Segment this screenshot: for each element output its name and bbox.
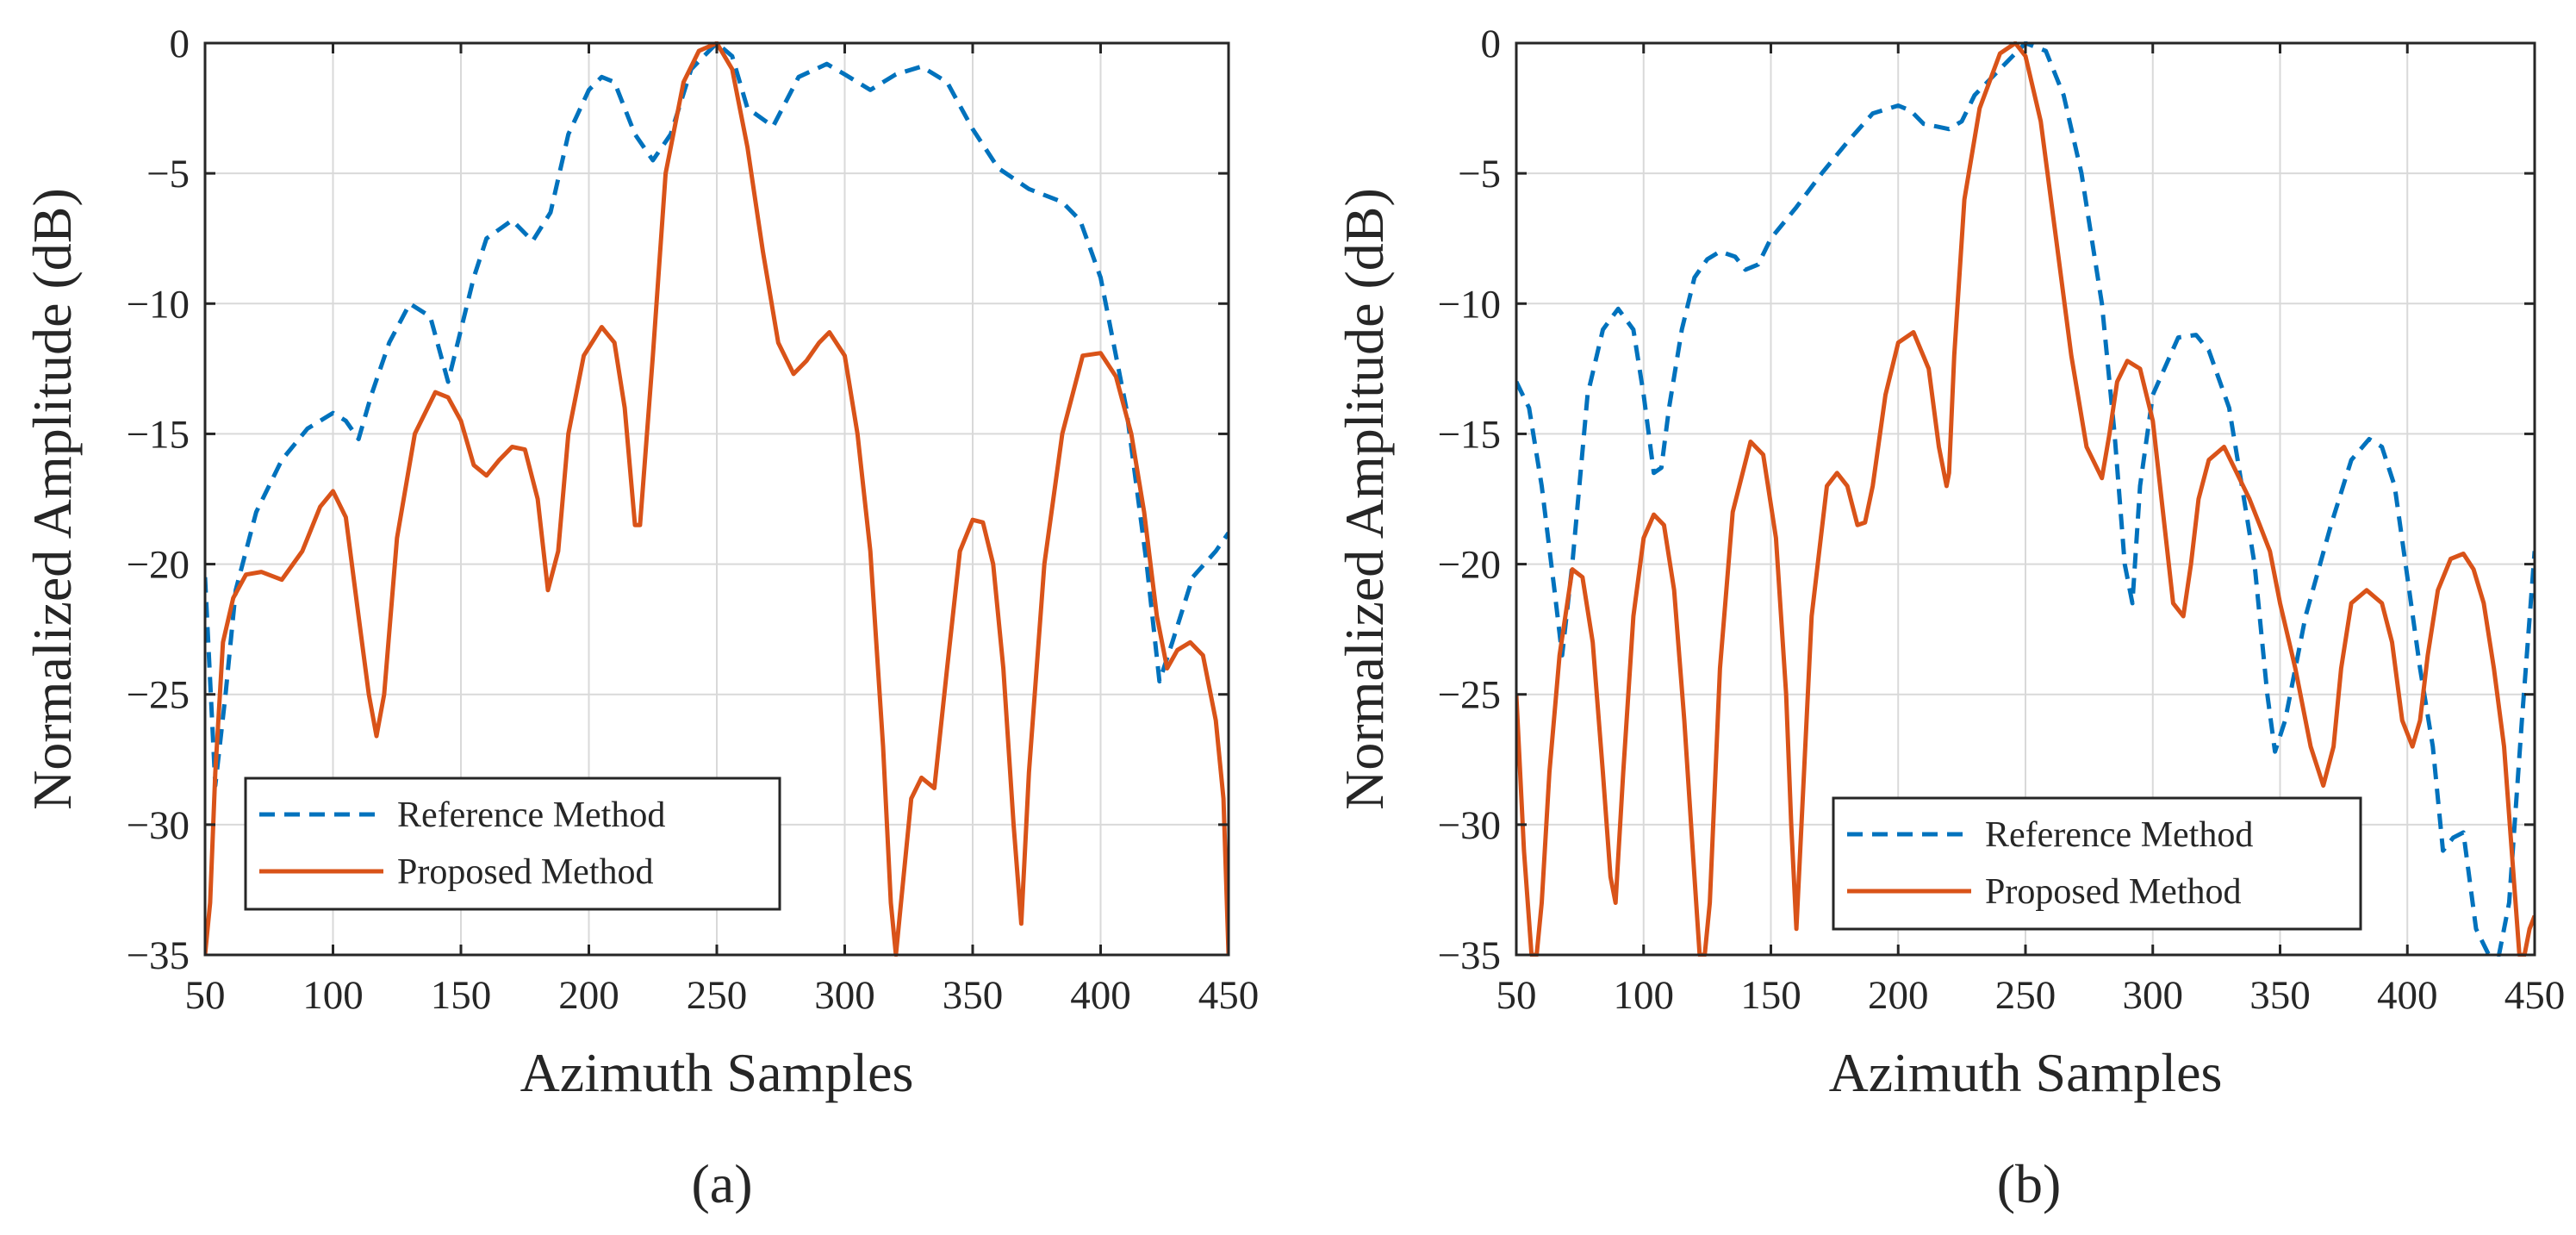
x-tick-label: 250	[687, 973, 748, 1018]
x-tick-label: 150	[431, 973, 492, 1018]
legend-label: Reference Method	[397, 795, 665, 835]
x-tick-label: 200	[1868, 973, 1929, 1018]
x-tick-label: 450	[2504, 973, 2566, 1018]
legend-box	[244, 777, 781, 911]
series-line-reference-method	[205, 41, 1229, 788]
legend-label: Reference Method	[1985, 815, 2253, 855]
x-tick-label: 100	[1614, 973, 1675, 1018]
legend-label: Proposed Method	[397, 852, 654, 892]
x-tick-label: 200	[558, 973, 619, 1018]
series-line-reference-method	[1516, 41, 2535, 957]
x-tick-label: 300	[814, 973, 875, 1018]
y-tick-label: 0	[1481, 22, 1502, 66]
panel-a: 50 100 150 200 250 300 350 400 450 0 −5 −10 −15 −20 −2…	[22, 22, 1259, 1214]
panel-b: 50 100 150 200 250 300 350 400 450 0 −5 −10 −15 −20 −2…	[1334, 22, 2565, 1214]
x-tick-label: 400	[1070, 973, 1131, 1018]
series-line-proposed-method	[1516, 41, 2535, 957]
y-tick-label: −5	[146, 152, 190, 196]
x-tick-label: 350	[2249, 973, 2311, 1018]
legend-box	[1832, 796, 2362, 931]
x-axis-label: Azimuth Samples	[1829, 1042, 2223, 1103]
x-tick-label: 350	[943, 973, 1004, 1018]
y-tick-label: −15	[1437, 412, 1501, 457]
panel-label: (b)	[1997, 1153, 2062, 1214]
y-tick-label: −30	[126, 803, 190, 848]
y-axis-label: Normalized Amplitude (dB)	[1334, 188, 1395, 810]
x-tick-label: 300	[2123, 973, 2184, 1018]
y-tick-label: −10	[126, 282, 190, 327]
y-tick-label: −20	[1437, 543, 1501, 588]
y-axis-label: Normalized Amplitude (dB)	[22, 188, 83, 810]
legend: Reference Method Proposed Method	[1832, 796, 2362, 931]
y-tick-label: −25	[126, 673, 190, 718]
y-tick-label: −25	[1437, 673, 1501, 718]
legend-label: Proposed Method	[1985, 872, 2242, 912]
panel-label: (a)	[691, 1153, 752, 1214]
x-tick-label: 250	[1995, 973, 2056, 1018]
y-tick-label: −15	[126, 412, 190, 457]
x-tick-label: 50	[185, 973, 226, 1018]
y-tick-label: −30	[1437, 803, 1501, 848]
y-tick-label: 0	[170, 22, 190, 66]
y-tick-label: −35	[126, 933, 190, 978]
y-tick-label: −35	[1437, 933, 1501, 978]
x-tick-label: 150	[1740, 973, 1801, 1018]
y-tick-label: −5	[1458, 152, 1501, 196]
x-tick-label: 50	[1496, 973, 1537, 1018]
legend: Reference Method Proposed Method	[244, 777, 781, 911]
x-axis-label: Azimuth Samples	[520, 1042, 914, 1103]
series-line-proposed-method	[205, 41, 1229, 957]
x-tick-label: 450	[1198, 973, 1260, 1018]
y-tick-label: −10	[1437, 282, 1501, 327]
y-tick-label: −20	[126, 543, 190, 588]
x-tick-label: 400	[2377, 973, 2438, 1018]
x-tick-label: 100	[302, 973, 364, 1018]
